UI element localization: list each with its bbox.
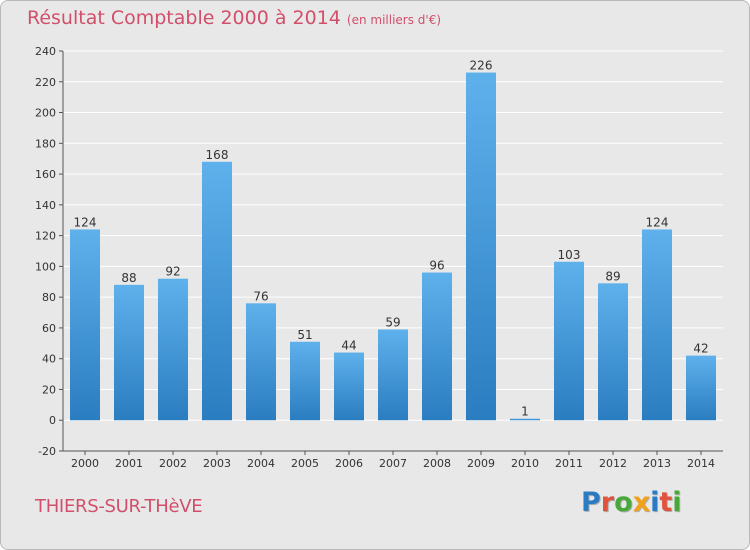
x-tick-label: 2012 <box>599 457 627 470</box>
bar-value-label: 96 <box>429 259 444 273</box>
proxiti-logo: Proxiti <box>581 487 682 518</box>
commune-name: THIERS-SUR-THèVE <box>35 496 203 517</box>
x-tick-label: 2003 <box>203 457 231 470</box>
bar <box>114 284 144 421</box>
x-tick-label: 2007 <box>379 457 407 470</box>
bar-value-label: 92 <box>165 265 180 279</box>
bar <box>422 272 452 421</box>
x-tick-label: 2010 <box>511 457 539 470</box>
bar <box>246 303 276 421</box>
bar <box>686 355 716 421</box>
x-tick-label: 2005 <box>291 457 319 470</box>
y-tick-label: 40 <box>42 353 56 366</box>
logo-letter: o <box>614 487 633 518</box>
chart-title: Résultat Comptable 2000 à 2014 (en millie… <box>27 7 441 29</box>
x-tick-label: 2008 <box>423 457 451 470</box>
title-main: Résultat Comptable 2000 à 2014 <box>27 7 341 29</box>
bar <box>334 352 364 421</box>
y-tick-label: 60 <box>42 322 56 335</box>
y-tick-label: 180 <box>35 137 56 150</box>
logo-letter: i <box>650 487 660 518</box>
logo-letter: t <box>659 487 673 518</box>
bar-value-label: 76 <box>253 289 268 303</box>
x-tick-label: 2006 <box>335 457 363 470</box>
bar-value-label: 226 <box>470 59 493 73</box>
bar <box>158 278 188 421</box>
bar-value-label: 42 <box>693 342 708 356</box>
y-tick-label: 240 <box>35 45 56 58</box>
bar-value-label: 51 <box>297 328 312 342</box>
bar-value-label: 88 <box>121 271 136 285</box>
y-tick-label: 140 <box>35 199 56 212</box>
y-tick-label: 80 <box>42 291 56 304</box>
bar <box>598 283 628 421</box>
bar <box>290 341 320 421</box>
x-tick-label: 2002 <box>159 457 187 470</box>
y-tick-label: 20 <box>42 383 56 396</box>
logo-letter: i <box>672 487 682 518</box>
x-tick-label: 2013 <box>643 457 671 470</box>
logo-letter: x <box>632 487 651 518</box>
bar-value-label: 124 <box>74 215 97 229</box>
y-tick-label: 0 <box>49 414 56 427</box>
y-tick-label: -20 <box>38 445 56 458</box>
bar <box>202 161 232 421</box>
x-tick-label: 2014 <box>687 457 715 470</box>
x-tick-label: 2011 <box>555 457 583 470</box>
bar-value-label: 1 <box>521 405 529 419</box>
bar-value-label: 103 <box>558 248 581 262</box>
y-tick-label: 120 <box>35 230 56 243</box>
title-unit: (en milliers d'€) <box>346 13 442 27</box>
bar <box>378 329 408 421</box>
y-tick-label: 200 <box>35 107 56 120</box>
x-tick-label: 2009 <box>467 457 495 470</box>
bar <box>70 229 100 421</box>
bar-value-label: 124 <box>646 215 669 229</box>
y-tick-label: 100 <box>35 260 56 273</box>
bar-value-label: 168 <box>206 148 229 162</box>
logo-letter: r <box>600 487 615 518</box>
bar <box>510 418 540 421</box>
logo-letter: P <box>581 487 601 518</box>
bar <box>554 261 584 421</box>
y-tick-label: 160 <box>35 168 56 181</box>
x-tick-label: 2000 <box>71 457 99 470</box>
bar-value-label: 89 <box>605 269 620 283</box>
bar <box>642 229 672 421</box>
y-tick-label: 220 <box>35 76 56 89</box>
bar <box>466 72 496 421</box>
bar-value-label: 59 <box>385 315 400 329</box>
x-tick-label: 2001 <box>115 457 143 470</box>
x-tick-label: 2004 <box>247 457 275 470</box>
bar-value-label: 44 <box>341 339 356 353</box>
